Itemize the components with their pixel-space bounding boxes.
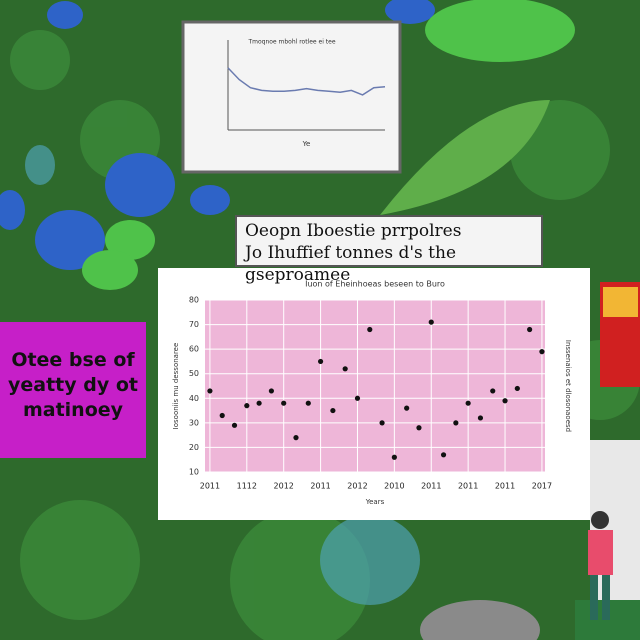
x-tick-label: 2010 [384, 482, 404, 491]
point [440, 452, 447, 458]
banner-line: Oeopn Iboestie prrpolres [245, 221, 462, 241]
x-tick-label: 1112 [237, 482, 257, 491]
point [207, 388, 213, 394]
point [317, 358, 324, 365]
point [477, 415, 484, 421]
chart-title: Iuon of Eheinhoeas beseen to Buro [305, 280, 445, 289]
x-tick-label: 2011 [458, 482, 478, 491]
point [428, 319, 434, 325]
point [342, 366, 348, 372]
y-tick-label: 50 [189, 369, 199, 378]
y-tick-label: 60 [189, 345, 199, 354]
x-tick-label: 2011 [495, 482, 515, 491]
point [244, 403, 250, 409]
y-tick-label: 20 [189, 443, 199, 452]
point [416, 425, 422, 431]
plot-area [205, 300, 545, 472]
y-tick-label: 30 [189, 418, 199, 427]
x-tick-label: 2017 [532, 482, 552, 491]
point [354, 395, 361, 401]
point [268, 388, 275, 394]
sign-line: matinoey [22, 399, 124, 421]
point [219, 412, 225, 419]
point [391, 454, 397, 460]
x-tick-label: 2012 [347, 482, 367, 491]
y-tick-label: 70 [189, 320, 199, 329]
sign-line: yeatty dy ot [8, 374, 138, 396]
y2-axis-label: Inssenaios et dlosonaoesd [564, 340, 572, 432]
point [330, 407, 336, 414]
y-tick-label: 40 [189, 394, 199, 403]
point [453, 420, 459, 426]
point [231, 422, 238, 428]
point [490, 388, 496, 394]
point [514, 385, 520, 392]
point [502, 398, 508, 404]
point [256, 400, 262, 406]
x-axis-label: Ye [302, 140, 311, 148]
chart-title: Tmoqnoe mbohl rotlee ei tee [247, 39, 335, 46]
point [305, 400, 311, 406]
x-axis-label: Years [365, 498, 385, 506]
point [539, 349, 545, 355]
point [379, 420, 385, 426]
banner: Oeopn Iboestie prrpolres Jo Ihuffief tonn… [235, 215, 543, 285]
x-tick-label: 2011 [310, 482, 330, 491]
sign: Otee bse of yeatty dy ot matinoey [0, 322, 146, 458]
point [367, 326, 373, 333]
banner-line: Jo Ihuffief tonnes d's the gseproamee [245, 243, 457, 285]
x-tick-label: 2011 [200, 482, 220, 491]
y-tick-label: 10 [189, 468, 199, 477]
sign-line: Otee bse of [11, 349, 135, 371]
point [293, 435, 299, 441]
y-axis-label: Iosooniis mu dessonaree [172, 343, 180, 430]
line [227, 67, 386, 96]
point [465, 400, 471, 406]
point [527, 326, 533, 333]
point [404, 405, 410, 411]
point [281, 400, 287, 406]
y-tick-label: 80 [189, 296, 199, 305]
x-tick-label: 2012 [274, 482, 294, 491]
x-tick-label: 2011 [421, 482, 441, 491]
